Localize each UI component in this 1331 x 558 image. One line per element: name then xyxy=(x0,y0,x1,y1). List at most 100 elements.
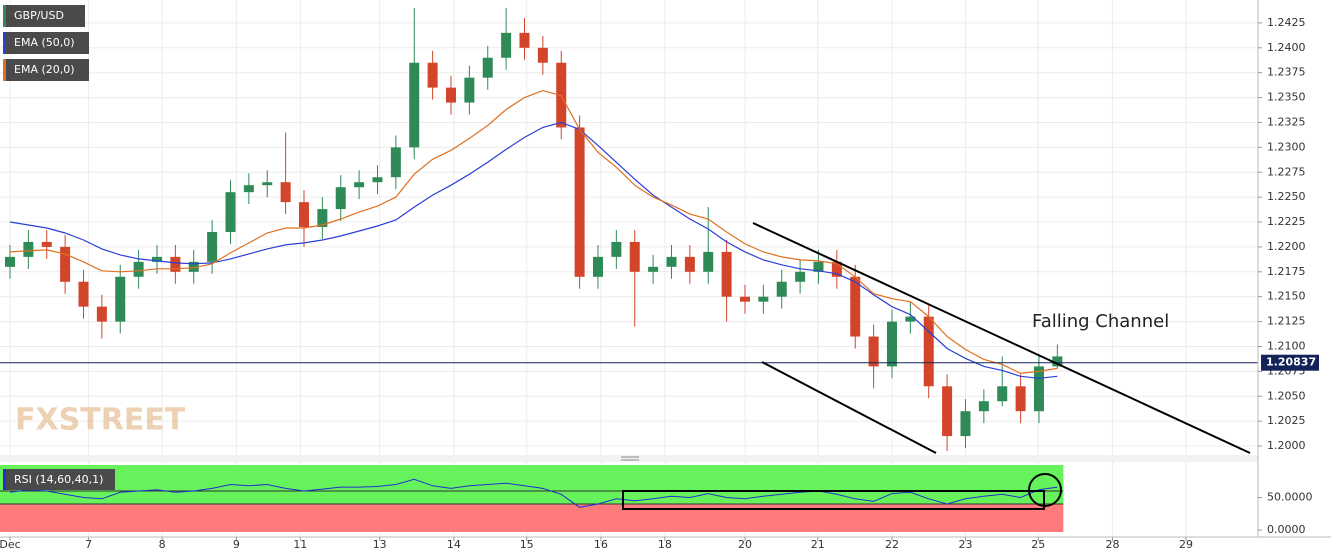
candle-body xyxy=(133,261,144,277)
candle-body xyxy=(501,32,512,58)
candle-body xyxy=(1033,366,1044,412)
y-tick-label: 1.2350 xyxy=(1267,91,1306,104)
x-tick-label: 7 xyxy=(85,538,92,551)
candle-body xyxy=(519,32,530,48)
candle-body xyxy=(666,256,677,267)
legend-stripe xyxy=(3,59,6,81)
candle-body xyxy=(23,241,34,257)
candle-body xyxy=(537,47,548,63)
y-tick-label: 0.0000 xyxy=(1267,523,1306,536)
candle-body xyxy=(942,386,953,437)
candle-body xyxy=(574,127,585,277)
candle-body xyxy=(464,77,475,103)
candle-body xyxy=(1052,356,1063,367)
candle-body xyxy=(188,261,199,272)
x-tick-label: 25 xyxy=(1031,538,1045,551)
x-tick-label: 14 xyxy=(447,538,461,551)
rsi-circle xyxy=(1028,473,1062,507)
candle-body xyxy=(905,316,916,322)
candle-body xyxy=(629,241,640,272)
x-tick-label: 20 xyxy=(738,538,752,551)
legend-entry: RSI (14,60,40,1) xyxy=(14,473,103,486)
x-tick-label: 18 xyxy=(658,538,672,551)
x-tick-label: Dec xyxy=(0,538,21,551)
y-tick-label: 1.2200 xyxy=(1267,240,1306,253)
candle-body xyxy=(482,57,493,78)
candle-body xyxy=(170,256,181,272)
rsi-layer xyxy=(0,465,1064,532)
candle-body xyxy=(648,266,659,272)
candle-body xyxy=(684,256,695,272)
axes-layer: Dec 7 8 9 11 13 14 15 16 18 20 21 22 23 25 28 29 1.2000 1.… xyxy=(0,16,1319,551)
panel-separator[interactable] xyxy=(0,455,1258,462)
candle-body xyxy=(207,231,218,262)
candle-body xyxy=(997,386,1008,402)
legend-stripe xyxy=(3,32,6,54)
legend-box[interactable] xyxy=(3,5,85,27)
y-tick-label: 1.2100 xyxy=(1267,339,1306,352)
legend-box[interactable] xyxy=(3,469,115,490)
x-tick-label: 8 xyxy=(159,538,166,551)
y-tick-label: 1.2175 xyxy=(1267,265,1306,278)
candle-body xyxy=(243,185,254,193)
watermark: FXSTREET xyxy=(15,403,186,438)
candle-body xyxy=(390,147,401,178)
y-tick-label: 50.0000 xyxy=(1267,491,1313,504)
candle-body xyxy=(41,241,52,247)
candle-body xyxy=(850,276,861,337)
last-price-box xyxy=(1261,354,1319,371)
x-tick-label: 9 xyxy=(233,538,240,551)
candle-body xyxy=(335,187,346,210)
candle-body xyxy=(427,62,438,88)
y-tick-label: 1.2125 xyxy=(1267,315,1306,328)
candle-body xyxy=(115,276,126,322)
candle-body xyxy=(262,182,273,186)
x-tick-label: 23 xyxy=(958,538,972,551)
candle-body xyxy=(372,177,383,183)
ema-line xyxy=(9,121,1058,379)
y-tick-label: 1.2425 xyxy=(1267,16,1306,29)
candle-body xyxy=(4,256,15,267)
channel-lower xyxy=(761,361,937,454)
candle-body xyxy=(78,281,89,307)
last-price-label: 1.20837 xyxy=(1266,356,1316,369)
y-tick-label: 1.2275 xyxy=(1267,165,1306,178)
candle-body xyxy=(280,182,291,203)
y-tick-label: 1.2300 xyxy=(1267,140,1306,153)
candle-body xyxy=(225,192,236,232)
candle-body xyxy=(868,336,879,367)
legend-stripe xyxy=(3,469,6,490)
x-tick-label: 29 xyxy=(1179,538,1193,551)
candle-body xyxy=(721,251,732,297)
y-tick-label: 1.2225 xyxy=(1267,215,1306,228)
candle-body xyxy=(317,209,328,228)
legend-box[interactable] xyxy=(3,32,89,54)
y-tick-label: 1.2250 xyxy=(1267,190,1306,203)
candle-body xyxy=(886,321,897,367)
candle-body xyxy=(60,246,71,282)
candle-body xyxy=(795,271,806,282)
candle-body xyxy=(739,296,750,302)
candle-body xyxy=(923,316,934,387)
y-tick-label: 1.2400 xyxy=(1267,41,1306,54)
rsi-range-box xyxy=(622,490,1045,510)
y-tick-label: 1.2325 xyxy=(1267,115,1306,128)
candle-body xyxy=(776,281,787,297)
legend-entry: EMA (20,0) xyxy=(14,63,75,76)
legend-entry: EMA (50,0) xyxy=(14,36,75,49)
x-tick-label: 11 xyxy=(293,538,307,551)
legend-stripe xyxy=(3,5,6,27)
candle-body xyxy=(758,296,769,302)
legend-symbol: GBP/USD xyxy=(14,9,64,22)
y-tick-label: 1.2375 xyxy=(1267,66,1306,79)
candle-body xyxy=(960,411,971,437)
x-tick-label: 13 xyxy=(373,538,387,551)
legend-box[interactable] xyxy=(3,59,89,81)
ema-line xyxy=(9,89,1058,375)
x-tick-label: 21 xyxy=(811,538,825,551)
candle-body xyxy=(96,306,107,322)
grid-layer xyxy=(0,0,1258,537)
candle-body xyxy=(611,241,622,257)
candle-body xyxy=(1015,386,1026,412)
